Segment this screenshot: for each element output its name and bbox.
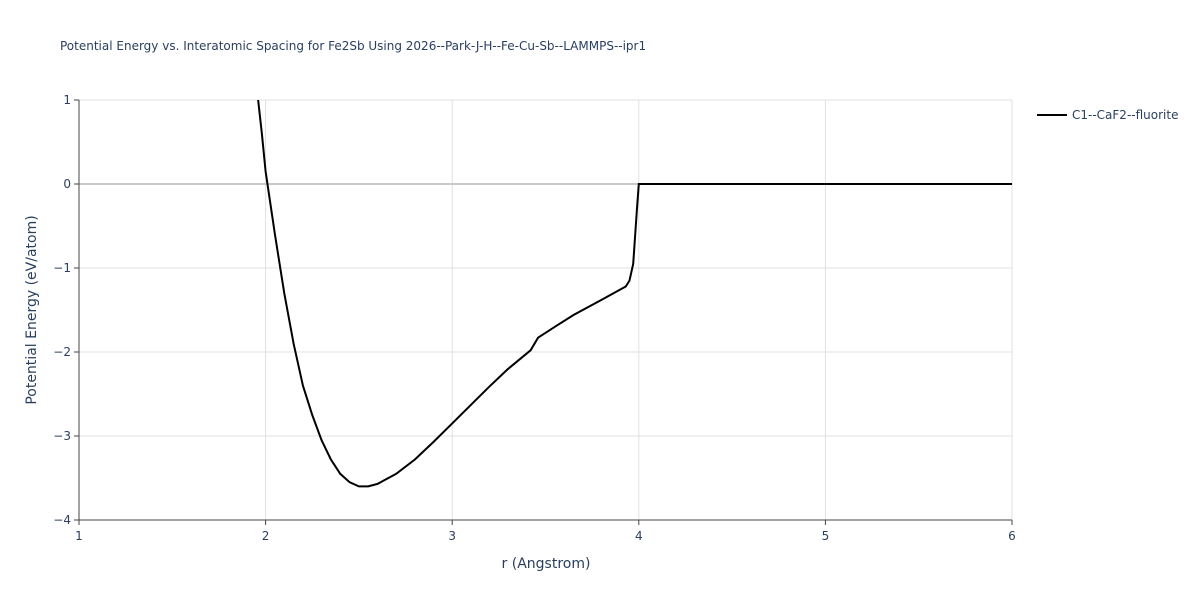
- x-tick-label: 4: [635, 529, 643, 543]
- x-tick-label: 2: [262, 529, 270, 543]
- y-tick-label: −3: [53, 429, 71, 443]
- chart-title: Potential Energy vs. Interatomic Spacing…: [60, 39, 646, 53]
- legend-label: C1--CaF2--fluorite: [1072, 108, 1178, 122]
- y-tick-label: −4: [53, 513, 71, 527]
- y-tick-label: 0: [63, 177, 71, 191]
- x-axis-label: r (Angstrom): [502, 556, 591, 572]
- x-tick-label: 5: [822, 529, 830, 543]
- x-tick-label: 6: [1008, 529, 1016, 543]
- y-tick-label: 1: [63, 93, 71, 107]
- line-series: [257, 99, 1012, 488]
- x-tick-label: 1: [75, 529, 83, 543]
- y-tick-label: −1: [53, 261, 71, 275]
- x-tick-label: 3: [448, 529, 456, 543]
- y-axis-label: Potential Energy (eV/atom): [24, 215, 40, 404]
- y-tick-label: −2: [53, 345, 71, 359]
